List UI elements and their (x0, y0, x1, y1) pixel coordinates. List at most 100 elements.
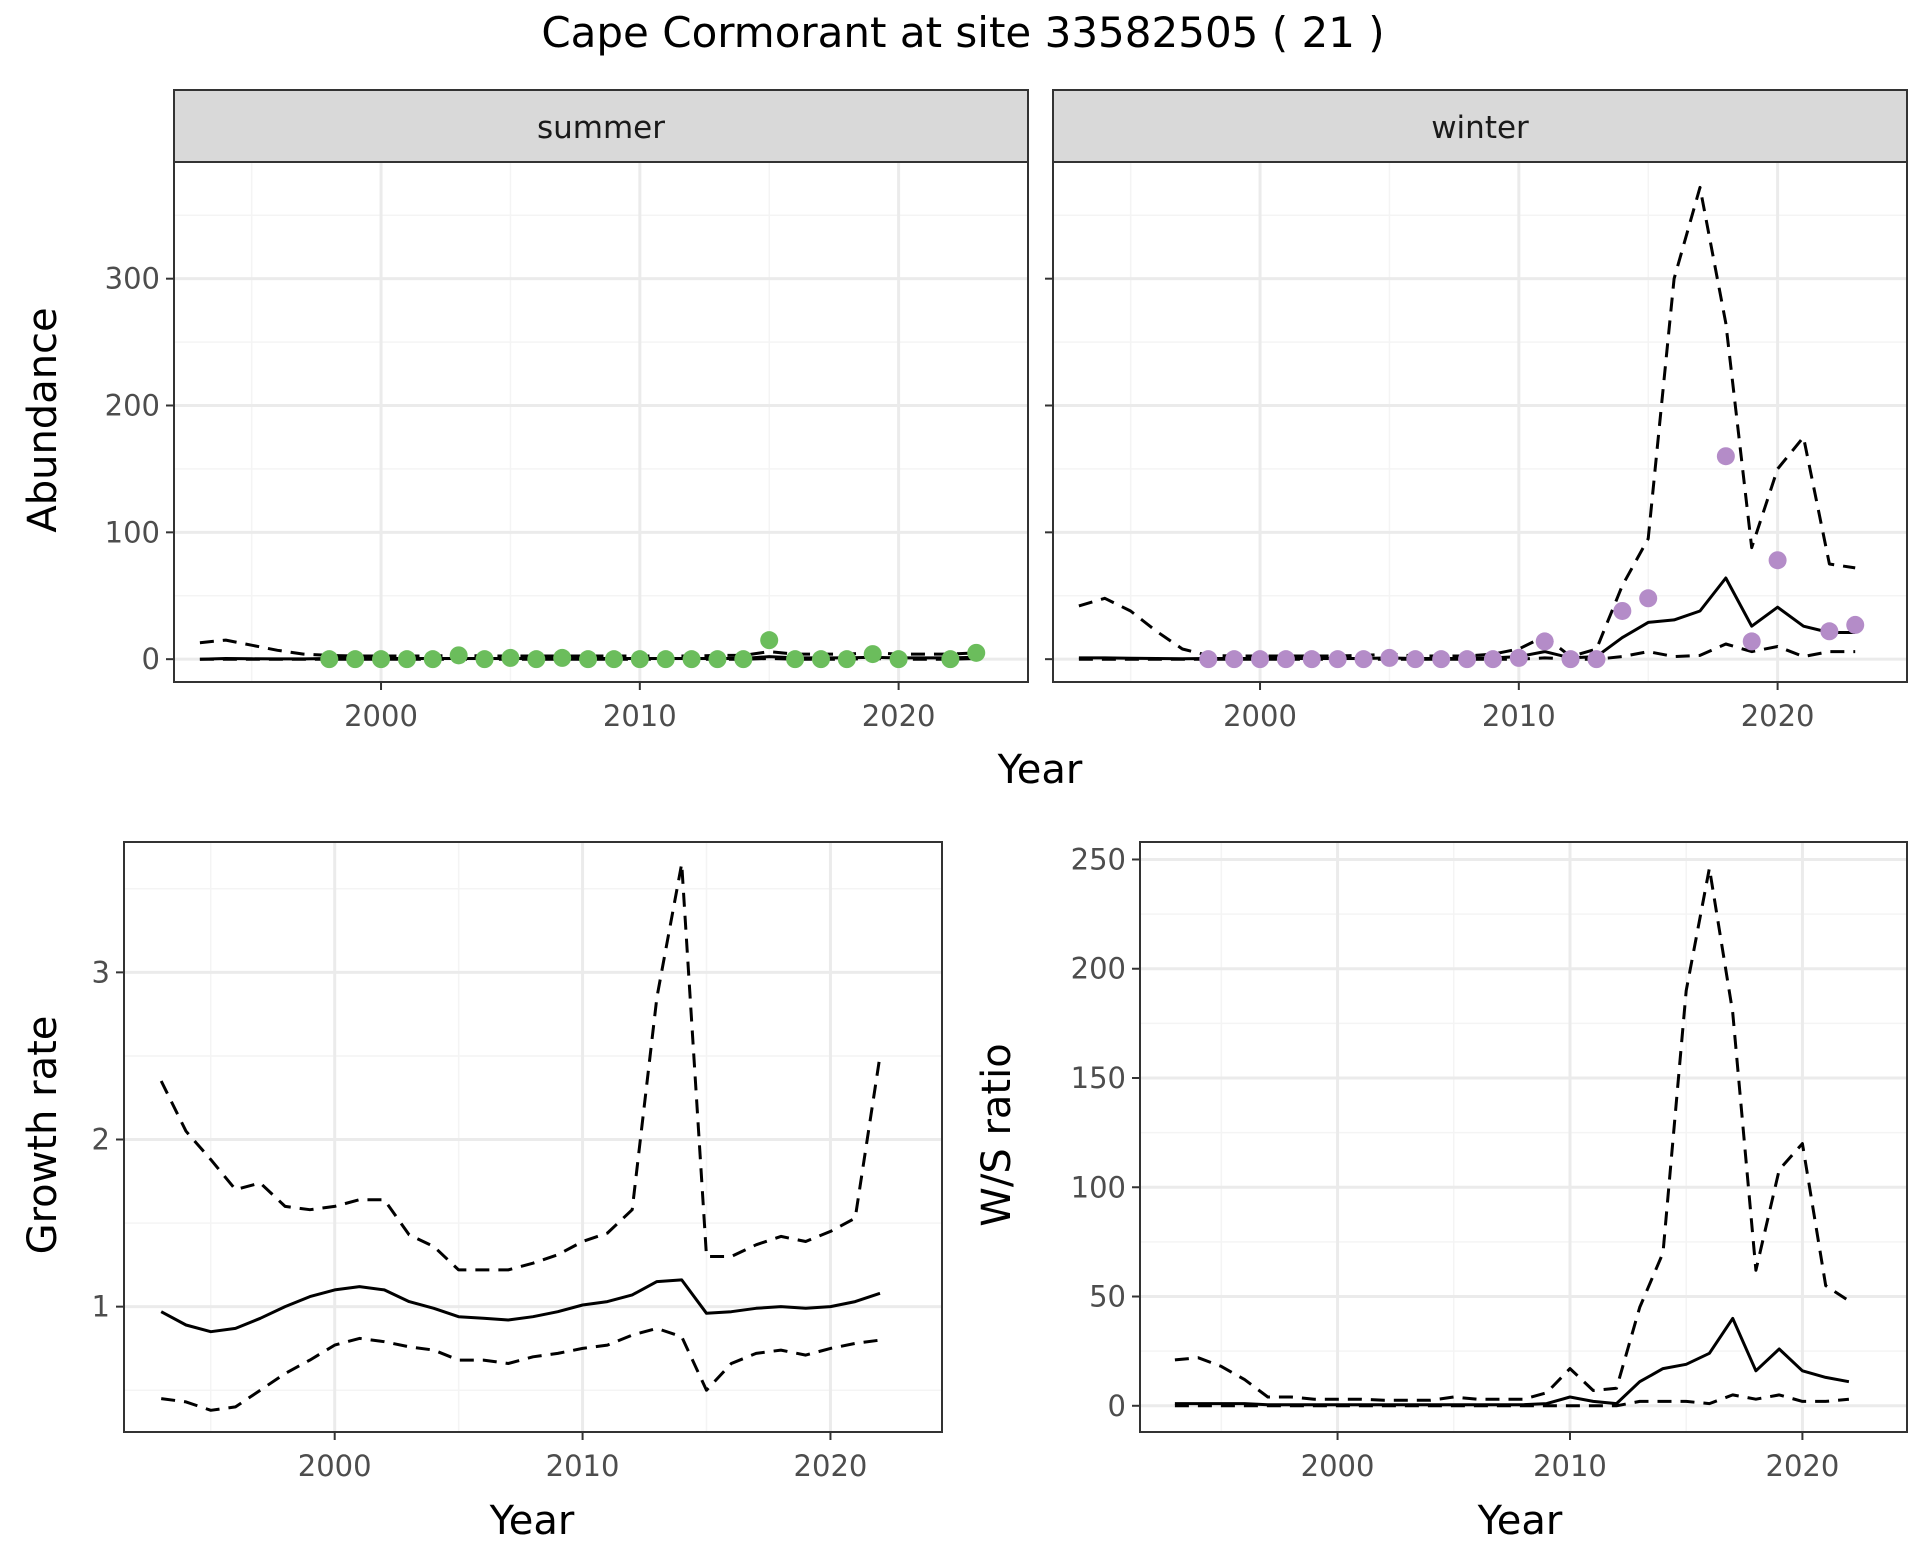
data-point (1820, 622, 1839, 641)
y-tick-label: 0 (142, 642, 160, 676)
y-tick-label: 100 (1071, 1170, 1126, 1204)
y-axis-title-ws-ratio: W/S ratio (974, 1043, 1020, 1226)
data-point (346, 650, 365, 669)
y-tick-label: 150 (1071, 1061, 1126, 1095)
data-point (734, 650, 753, 669)
x-tick-label: 2000 (1223, 699, 1297, 733)
data-point (1328, 650, 1347, 669)
data-point (604, 650, 623, 669)
data-point (1535, 632, 1554, 651)
data-point (837, 650, 856, 669)
data-point (786, 650, 805, 669)
data-point (863, 645, 882, 664)
y-tick-label: 0 (1108, 1389, 1126, 1423)
data-point (760, 631, 779, 650)
series-line-lower (1078, 642, 1856, 661)
x-axis-title-ws-ratio: Year (1477, 1498, 1563, 1544)
data-point (320, 650, 339, 669)
data-point (1742, 632, 1761, 651)
series-line-lower (1174, 1393, 1850, 1408)
y-tick-label: 1 (92, 1290, 110, 1324)
x-axis-title-growth-rate: Year (489, 1498, 575, 1544)
data-point (1561, 650, 1580, 669)
data-point (1380, 648, 1399, 667)
data-point (656, 650, 675, 669)
x-tick-label: 2000 (344, 699, 418, 733)
data-point (372, 650, 391, 669)
panel-abundance-summer: summer Abundance 2000 2010 2020 0 100 200 300 (20, 89, 1029, 733)
data-point (941, 650, 960, 669)
data-point (682, 650, 701, 669)
panel-growth-rate: Growth rate Year 2000 2010 2020 1 2 3 (20, 841, 943, 1544)
y-tick-label: 2 (92, 1123, 110, 1157)
data-point (475, 650, 494, 669)
panel-border (173, 161, 1029, 683)
data-point (811, 650, 830, 669)
series-line-upper (1174, 866, 1850, 1402)
panel-abundance-winter: winter 2000 2010 2020 (1045, 89, 1908, 733)
y-tick-label: 3 (92, 955, 110, 989)
plot-area (124, 842, 942, 1432)
strip-label-winter: winter (1431, 110, 1529, 146)
series-line-estimate (1174, 1316, 1850, 1407)
x-tick-label: 2010 (1482, 699, 1556, 733)
x-tick-label: 2000 (298, 1449, 372, 1483)
x-tick-label: 2020 (1766, 1449, 1840, 1483)
series-line-lower (161, 1326, 881, 1412)
data-point (527, 650, 546, 669)
data-point (553, 648, 572, 667)
x-tick-label: 2020 (862, 699, 936, 733)
data-point (1716, 447, 1735, 466)
panel-ws-ratio: W/S ratio Year 2000 2010 2020 0 50 100 150 200 2… (974, 841, 1908, 1544)
data-point (967, 643, 986, 662)
data-point (708, 650, 727, 669)
data-point (579, 650, 598, 669)
data-point (1406, 650, 1425, 669)
strip-label-summer: summer (537, 110, 665, 146)
y-tick-label: 200 (1071, 952, 1126, 986)
y-axis-title-growth-rate: Growth rate (20, 1016, 66, 1255)
data-point (1587, 650, 1606, 669)
data-point (1199, 650, 1218, 669)
series-line-upper (159, 862, 882, 1272)
strip-summer-background (173, 89, 1029, 163)
series-line-estimate (160, 1278, 881, 1334)
data-point (423, 650, 442, 669)
x-tick-label: 2010 (603, 699, 677, 733)
y-tick-label: 100 (105, 515, 160, 549)
data-point (1509, 648, 1528, 667)
plot-area (1140, 842, 1907, 1432)
y-tick-label: 50 (1089, 1280, 1126, 1314)
data-point (1639, 589, 1658, 608)
data-point (1768, 551, 1787, 570)
panel-border (123, 841, 943, 1433)
data-point (1354, 650, 1373, 669)
y-tick-label: 250 (1071, 842, 1126, 876)
x-tick-label: 2000 (1301, 1449, 1375, 1483)
data-point (1483, 650, 1502, 669)
x-tick-label: 2020 (794, 1449, 868, 1483)
x-tick-label: 2010 (546, 1449, 620, 1483)
panel-border (1052, 161, 1908, 683)
strip-winter-background (1052, 89, 1908, 163)
data-point (1302, 650, 1321, 669)
data-point (1225, 650, 1244, 669)
data-point (1251, 650, 1270, 669)
data-point (1432, 650, 1451, 669)
x-tick-label: 2020 (1741, 699, 1815, 733)
data-point (1846, 615, 1865, 634)
figure-title: Cape Cormorant at site 33582505 ( 21 ) (541, 8, 1384, 57)
data-point (630, 650, 649, 669)
x-tick-label: 2010 (1533, 1449, 1607, 1483)
data-point (397, 650, 416, 669)
y-axis-title-abundance: Abundance (20, 307, 66, 532)
y-tick-label: 200 (105, 389, 160, 423)
data-point (449, 646, 468, 665)
data-point (1613, 601, 1632, 620)
y-tick-label: 300 (105, 262, 160, 296)
panel-border (1139, 841, 1908, 1433)
data-point (1458, 650, 1477, 669)
x-axis-title-abundance: Year (997, 747, 1083, 793)
data-point (1276, 650, 1295, 669)
